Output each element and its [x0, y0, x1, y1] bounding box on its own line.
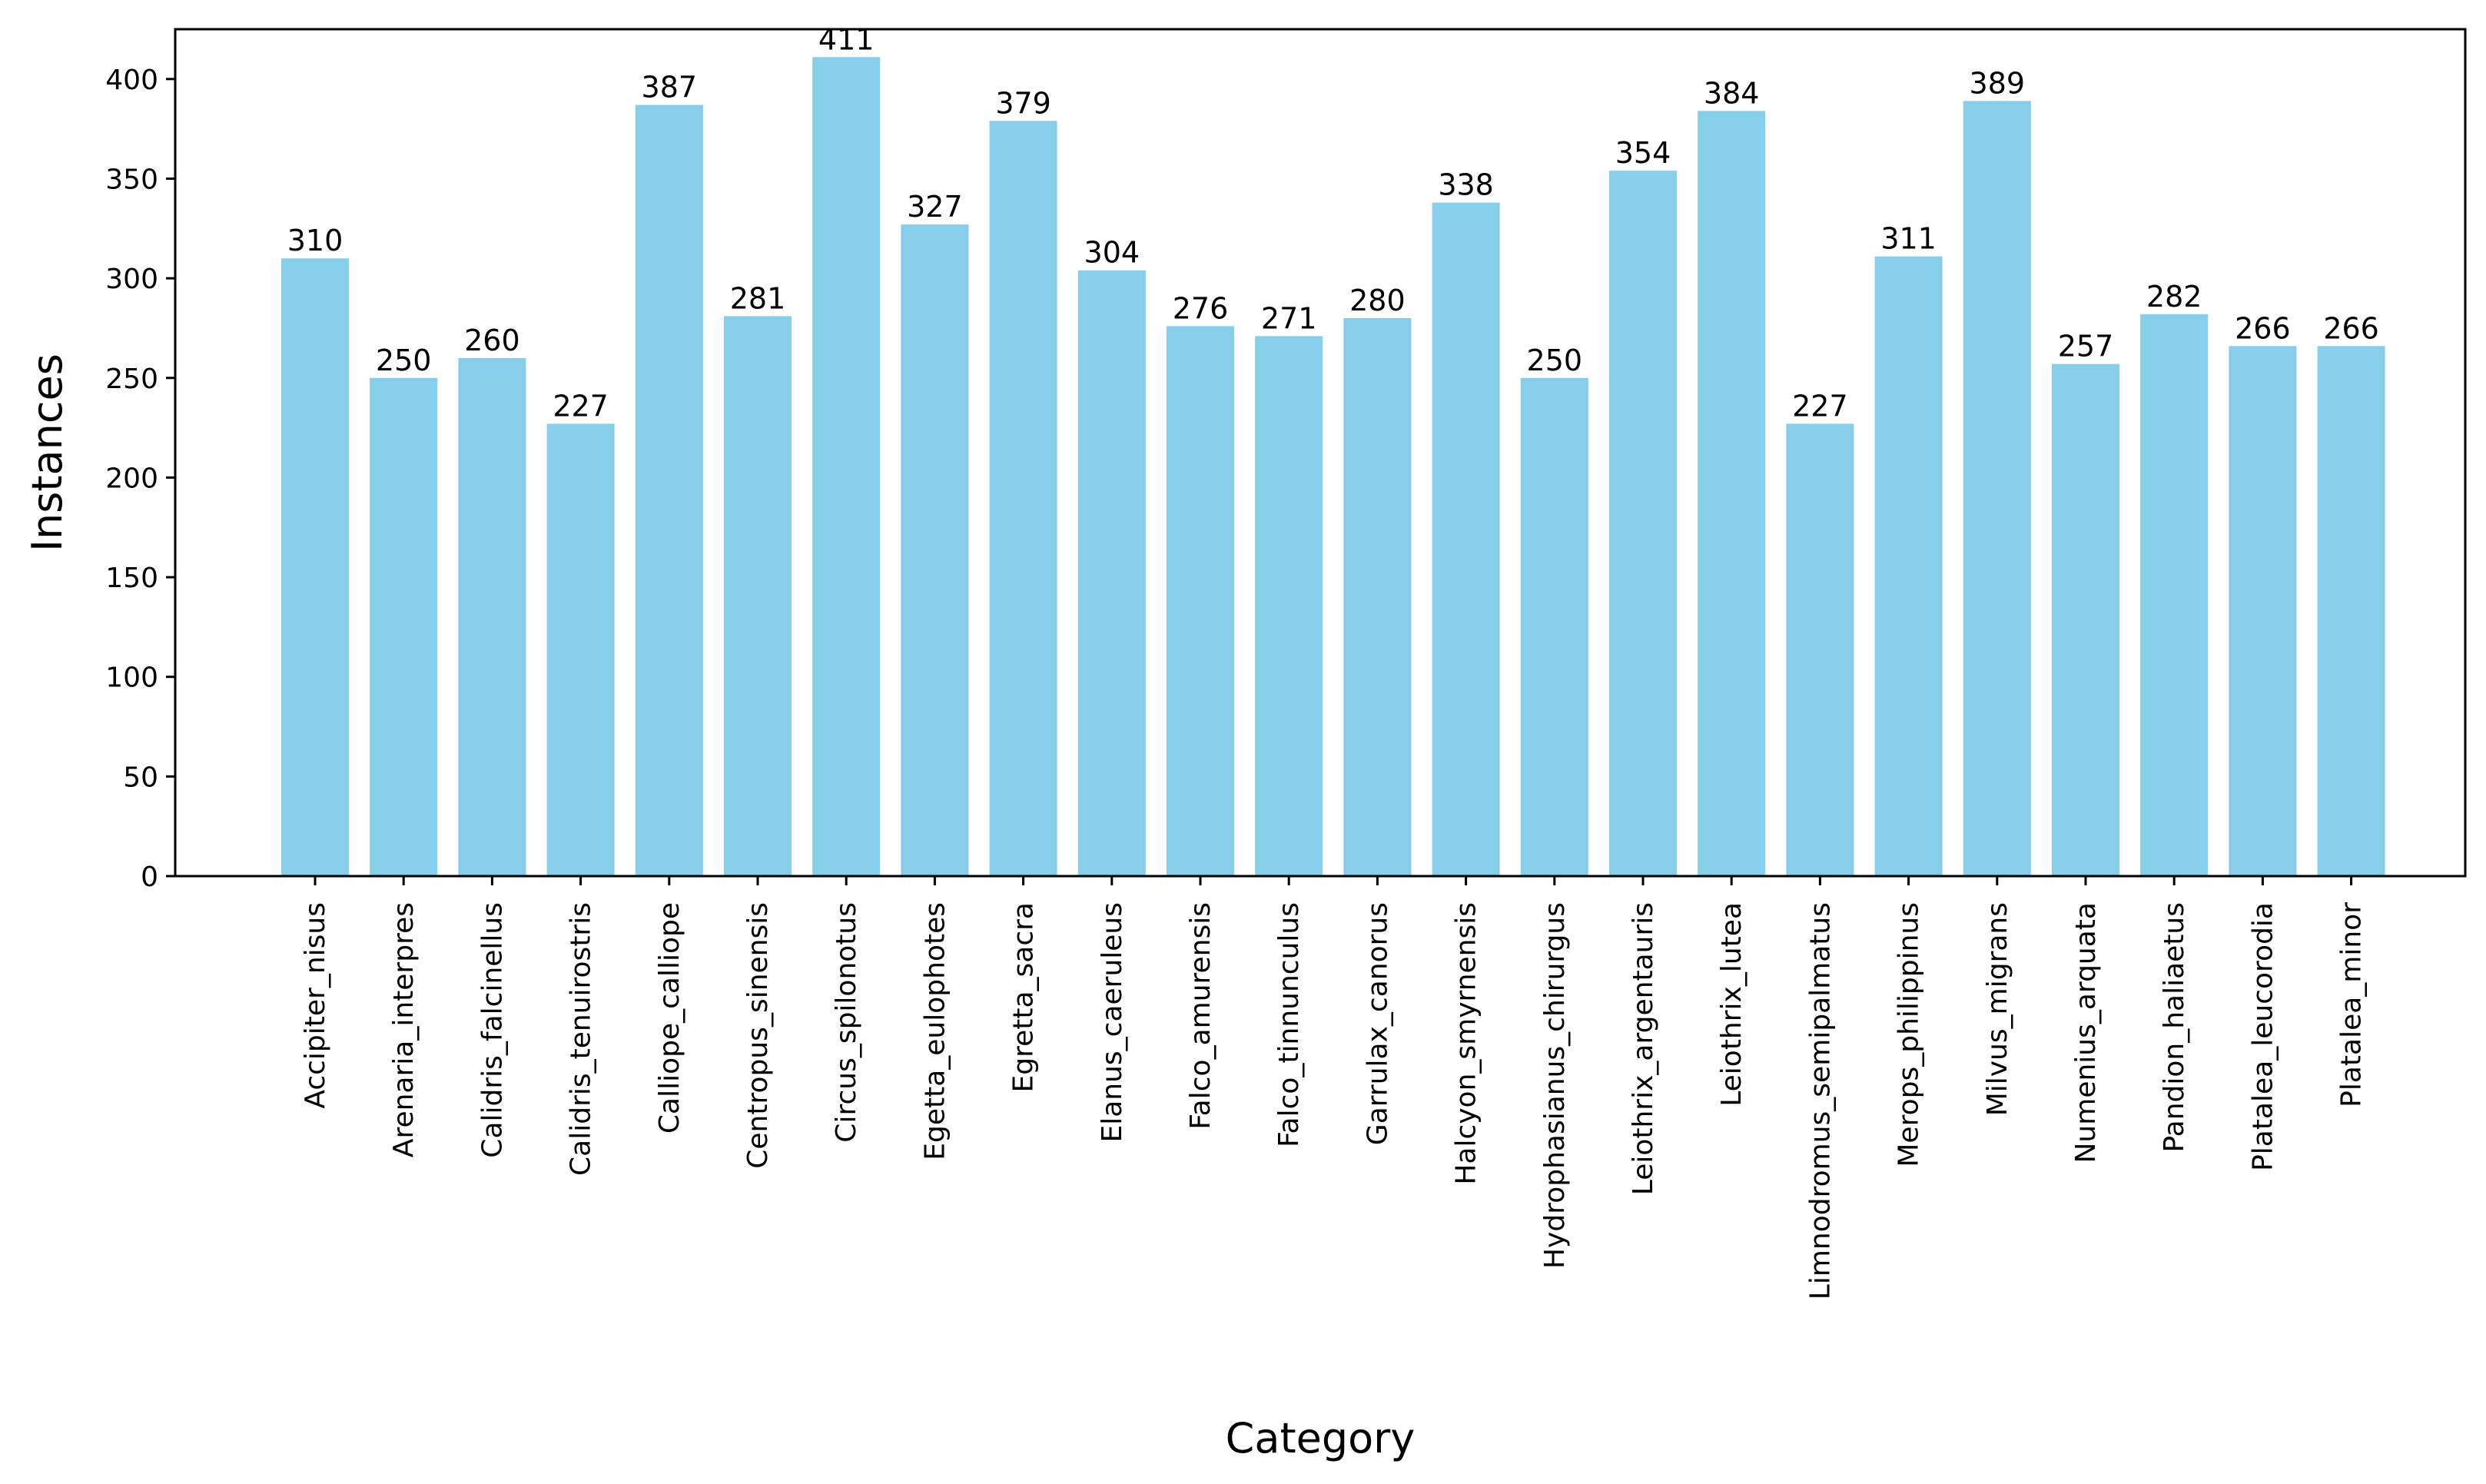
x-tick-label: Pandion_haliaetus — [2159, 902, 2190, 1152]
x-tick-label: Milvus_migrans — [1982, 902, 2013, 1116]
data-label: 379 — [995, 86, 1051, 120]
data-label: 260 — [464, 324, 520, 357]
data-label: 280 — [1349, 284, 1406, 317]
x-tick-label: Numenius_arquata — [2070, 902, 2102, 1164]
x-tick-label: Platalea_leucorodia — [2247, 902, 2279, 1171]
y-tick-label: 200 — [105, 463, 158, 494]
x-tick-label: Leiothrix_argentauris — [1628, 902, 1659, 1195]
data-label: 384 — [1704, 76, 1760, 110]
y-tick-label: 250 — [105, 364, 158, 395]
data-label: 257 — [2058, 330, 2114, 364]
data-label: 304 — [1084, 236, 1140, 270]
y-tick-label: 300 — [105, 264, 158, 295]
x-tick-label: Egretta_sacra — [1008, 902, 1040, 1093]
x-axis: Accipiter_nisus Arenaria_interpres Calidri… — [300, 876, 2368, 1300]
data-label: 227 — [1792, 389, 1848, 423]
bar-Calidris_tenuirostris — [546, 423, 615, 876]
bar-Centropus_sinensis — [724, 316, 792, 876]
bar-Limnodromus_semipalmatus — [1786, 423, 1854, 876]
bar-Milvus_migrans — [1963, 101, 2031, 876]
x-axis-title: Category — [1226, 1414, 1416, 1462]
bar-Leiothrix_lutea — [1698, 111, 1766, 876]
data-labels-layer: 310 250 260 227 387 281 411 327 379 304 276 271 280 3… — [287, 22, 2379, 423]
data-label: 281 — [730, 281, 786, 315]
data-label: 227 — [553, 389, 609, 423]
data-label: 338 — [1438, 168, 1494, 202]
x-tick-label: Arenaria_interpres — [388, 902, 420, 1157]
bar-Platalea_minor — [2317, 346, 2385, 876]
x-tick-label: Calliope_calliope — [654, 902, 685, 1134]
y-axis-title: Instances — [23, 354, 71, 552]
bar-Halcyon_smyrnensis — [1432, 202, 1500, 876]
y-axis: 0 50 100 150 200 250 300 350 400 — [105, 65, 175, 893]
bar-Egretta_sacra — [989, 121, 1057, 877]
bar-Elanus_caeruleus — [1077, 270, 1146, 877]
x-tick-label: Falco_amurensis — [1185, 902, 1216, 1130]
data-label: 327 — [907, 190, 963, 224]
data-label: 387 — [642, 71, 698, 105]
x-tick-label: Accipiter_nisus — [300, 902, 331, 1109]
y-tick-label: 350 — [105, 164, 158, 195]
bar-Pandion_haliaetus — [2140, 314, 2209, 876]
data-label: 271 — [1261, 301, 1317, 335]
y-tick-label: 100 — [105, 662, 158, 694]
data-label: 276 — [1173, 291, 1229, 325]
x-tick-label: Calidris_tenuirostris — [566, 902, 597, 1176]
y-tick-label: 0 — [141, 862, 158, 893]
bar-Accipiter_nisus — [281, 258, 349, 876]
data-label: 411 — [818, 22, 875, 56]
x-tick-label: Egetta_eulophotes — [919, 902, 951, 1160]
data-label: 282 — [2146, 280, 2202, 314]
bars-layer — [281, 57, 2385, 877]
x-tick-label: Elanus_caeruleus — [1097, 902, 1128, 1143]
y-tick-label: 400 — [105, 65, 158, 96]
bar-Merops_philippinus — [1874, 256, 1943, 876]
bar-Falco_tinnunculus — [1255, 336, 1323, 876]
y-tick-label: 150 — [105, 563, 158, 594]
x-tick-label: Halcyon_smyrnensis — [1451, 902, 1482, 1185]
x-tick-label: Hydrophasianus_chirurgus — [1539, 902, 1571, 1269]
data-label: 250 — [376, 344, 432, 377]
x-tick-label: Limnodromus_semipalmatus — [1804, 902, 1836, 1300]
bar-Garrulax_canorus — [1343, 317, 1412, 877]
bar-Leiothrix_argentauris — [1609, 171, 1677, 876]
bar-Calliope_calliope — [635, 105, 703, 877]
data-label: 310 — [287, 224, 344, 257]
bar-Platalea_leucorodia — [2229, 346, 2297, 876]
x-tick-label: Leiothrix_lutea — [1716, 902, 1748, 1107]
plot-frame — [174, 28, 2467, 878]
data-label: 389 — [1970, 66, 2026, 100]
bar-Numenius_arquata — [2052, 364, 2119, 876]
x-tick-label: Circus_spilonotus — [831, 902, 862, 1143]
bar-Circus_spilonotus — [812, 57, 881, 877]
data-label: 266 — [2323, 311, 2379, 345]
x-tick-label: Platalea_minor — [2336, 902, 2368, 1107]
y-tick-label: 50 — [123, 762, 158, 793]
x-tick-label: Centropus_sinensis — [742, 902, 774, 1169]
bar-Arenaria_interpres — [370, 377, 438, 876]
data-label: 311 — [1880, 222, 1937, 256]
x-tick-label: Falco_tinnunculus — [1273, 902, 1305, 1147]
x-tick-label: Merops_philippinus — [1894, 902, 1925, 1167]
bar-Calidris_falcinellus — [458, 357, 526, 876]
bar-Hydrophasianus_chirurgus — [1520, 377, 1588, 876]
bar-Egetta_eulophotes — [901, 224, 969, 876]
x-tick-label: Garrulax_canorus — [1362, 902, 1393, 1145]
data-label: 266 — [2235, 311, 2291, 345]
x-tick-label: Calidris_falcinellus — [476, 902, 508, 1158]
data-label: 250 — [1527, 344, 1583, 377]
bar-Falco_amurensis — [1167, 326, 1234, 876]
data-label: 354 — [1615, 136, 1671, 170]
